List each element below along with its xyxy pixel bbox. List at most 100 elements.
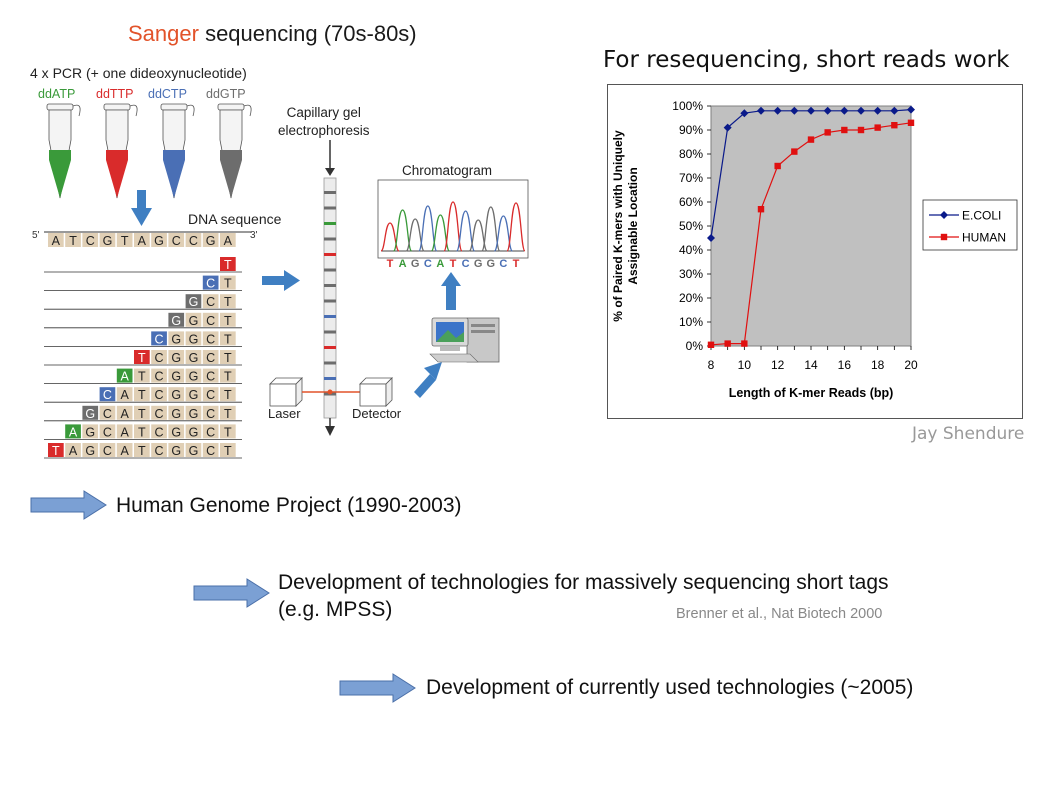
chromatogram-base: C <box>499 258 507 270</box>
data-point <box>890 106 899 115</box>
chromatogram-base: G <box>474 258 483 270</box>
bullet-arrow-icon <box>193 578 270 608</box>
dna-base-letter: A <box>52 234 61 248</box>
y-tick-label: 90% <box>679 123 703 137</box>
svg-text:T: T <box>224 295 232 309</box>
data-point <box>757 206 765 213</box>
detector-label: Detector <box>352 406 402 421</box>
capillary-gel <box>323 140 337 436</box>
svg-text:G: G <box>189 332 199 346</box>
data-point <box>857 106 865 115</box>
y-tick-label: 80% <box>679 147 703 161</box>
svg-text:T: T <box>138 351 146 365</box>
svg-text:C: C <box>103 407 112 421</box>
chromatogram-base: T <box>513 258 520 270</box>
svg-text:G: G <box>189 444 199 458</box>
legend-label: HUMAN <box>962 231 1006 245</box>
svg-text:C: C <box>155 351 164 365</box>
chart-title: For resequencing, short reads work <box>603 47 1010 73</box>
chart: 0% 10% 20% 30% 40% 50% 60% 70% 80% 90% 100% 8 10 12 1… <box>607 84 1023 419</box>
y-axis-ticks: 0% 10% 20% 30% 40% 50% 60% 70% 80% 90% 100% <box>672 99 711 353</box>
svg-text:G: G <box>171 407 181 421</box>
svg-text:G: G <box>171 351 181 365</box>
pcr-tube <box>46 103 81 199</box>
x-tick-label: 8 <box>708 358 715 372</box>
y-tick-label: 10% <box>679 315 703 329</box>
data-point <box>707 341 715 348</box>
svg-text:T: T <box>224 277 232 291</box>
data-point <box>857 126 865 134</box>
data-point <box>874 124 881 131</box>
credit-text: Jay Shendure <box>912 424 1025 444</box>
data-point <box>807 136 815 143</box>
svg-text:T: T <box>138 444 146 458</box>
right-arrow-icon <box>262 270 300 291</box>
bullet-mpss: Development of technologies for massivel… <box>278 571 889 621</box>
dna-sequence-title: DNA sequence <box>188 211 282 227</box>
svg-text:A: A <box>69 444 78 458</box>
data-point <box>724 340 731 347</box>
svg-text:T: T <box>224 407 232 421</box>
svg-text:A: A <box>120 444 129 458</box>
svg-text:C: C <box>155 388 164 402</box>
bullet-arrow-icon <box>30 490 107 520</box>
dna-base-letter: A <box>224 234 233 248</box>
y-tick-label: 20% <box>679 291 703 305</box>
svg-text:G: G <box>171 370 181 384</box>
dna-base-letter: C <box>86 234 95 248</box>
svg-text:C: C <box>206 444 215 458</box>
svg-text:C: C <box>155 444 164 458</box>
svg-text:G: G <box>171 444 181 458</box>
svg-text:T: T <box>138 425 146 439</box>
svg-text:G: G <box>171 425 181 439</box>
svg-text:A: A <box>120 425 129 439</box>
svg-text:C: C <box>206 332 215 346</box>
svg-text:A: A <box>69 425 78 439</box>
dna-base-letter: G <box>103 234 113 248</box>
dna-base-letter: T <box>69 234 77 248</box>
dna-base-letter: C <box>189 234 198 248</box>
svg-text:C: C <box>103 444 112 458</box>
data-point <box>790 106 799 115</box>
computer-icon <box>429 317 500 363</box>
data-point <box>907 105 915 114</box>
svg-text:T: T <box>138 407 146 421</box>
bullet-arrow-icon <box>339 673 416 703</box>
pcr-tubes <box>46 103 252 199</box>
chromatogram-base: T <box>450 258 457 270</box>
svg-text:Assignable Location: Assignable Location <box>626 167 640 284</box>
y-tick-label: 40% <box>679 243 703 257</box>
svg-text:G: G <box>171 314 181 328</box>
legend-label: E.COLI <box>962 209 1001 223</box>
svg-text:G: G <box>85 407 95 421</box>
svg-text:T: T <box>224 425 232 439</box>
dna-base-box <box>65 233 81 247</box>
data-point <box>840 106 849 115</box>
data-point <box>740 109 749 118</box>
data-point <box>791 148 798 155</box>
dna-base-letter: A <box>138 234 147 248</box>
chromatogram-title: Chromatogram <box>402 163 493 178</box>
pcr-tube <box>217 103 252 199</box>
data-point <box>774 162 781 170</box>
svg-text:T: T <box>224 258 232 272</box>
pcr-tube <box>103 103 138 199</box>
chromatogram-base: A <box>399 258 407 270</box>
svg-text:C: C <box>206 425 215 439</box>
svg-text:C: C <box>155 407 164 421</box>
svg-text:T: T <box>224 314 232 328</box>
series <box>707 105 915 348</box>
title-highlight: Sanger <box>128 21 199 46</box>
svg-text:T: T <box>52 444 60 458</box>
data-point <box>757 106 765 115</box>
dna-base-box <box>134 233 150 247</box>
x-tick-label: 20 <box>904 358 918 372</box>
